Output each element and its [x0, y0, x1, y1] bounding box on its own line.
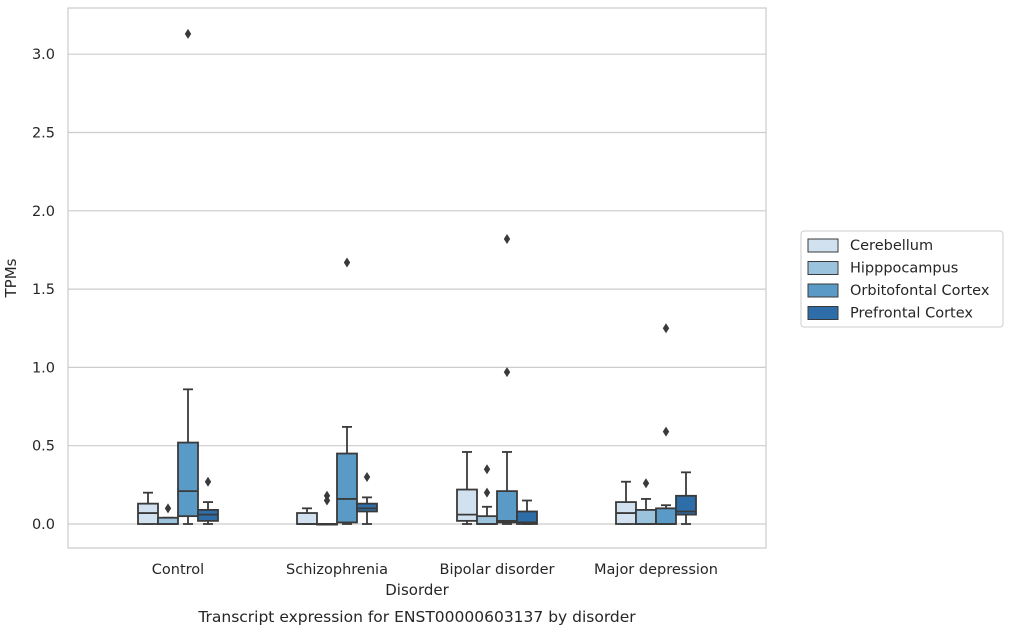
- outlier-point: [343, 257, 351, 268]
- legend-swatch: [807, 306, 839, 320]
- grid-lines: [68, 53, 766, 525]
- legend-label: Prefrontal Cortex: [850, 306, 973, 322]
- outlier-point: [184, 28, 192, 39]
- legend-swatch: [807, 261, 839, 275]
- x-tick-label: Major depression: [594, 562, 718, 578]
- box-3-0: [615, 480, 637, 525]
- outlier-point: [204, 476, 212, 487]
- boxes-group: [137, 28, 697, 526]
- plot-frame: [67, 7, 767, 549]
- y-tick-label: 2.5: [32, 126, 55, 142]
- box-0-1: [157, 503, 179, 525]
- legend-swatch: [807, 238, 839, 253]
- y-tick-label: 2.0: [32, 204, 55, 220]
- outlier-point: [164, 503, 172, 514]
- y-tick-label: 1.5: [32, 282, 55, 298]
- iqr-box: [157, 516, 179, 525]
- box-0-0: [137, 491, 159, 525]
- iqr-box: [516, 510, 538, 525]
- box-3-2: [655, 323, 677, 525]
- y-tick-label: 3.0: [32, 47, 55, 63]
- box-2-0: [456, 451, 478, 525]
- outlier-point: [483, 487, 491, 498]
- outlier-point: [363, 472, 371, 483]
- x-tick-labels: Control Schizophrenia Bipolar disorder Majo…: [152, 562, 718, 578]
- legend-label: Cerebellum: [850, 238, 933, 254]
- outlier-point: [662, 323, 670, 334]
- x-tick-label: Control: [152, 562, 204, 578]
- y-tick-label: 0.5: [32, 439, 55, 455]
- box-1-1: [316, 490, 338, 526]
- box-1-2: [336, 257, 358, 525]
- x-tick-label: Bipolar disorder: [440, 562, 555, 578]
- box-3-1: [635, 478, 657, 525]
- outlier-point: [503, 233, 511, 244]
- box-2-3: [516, 499, 538, 525]
- iqr-box: [635, 509, 657, 525]
- iqr-box: [476, 515, 498, 525]
- outlier-point: [483, 464, 491, 475]
- legend-label: Hipppocampus: [850, 261, 958, 277]
- y-axis-label: TPMs: [2, 258, 20, 298]
- y-tick-label: 1.0: [32, 360, 55, 376]
- chart-caption: Transcript expression for ENST0000060313…: [197, 608, 636, 626]
- legend: Cerebellum Hipppocampus Orbitofontal Corte…: [800, 230, 1004, 328]
- box-3-3: [675, 471, 697, 525]
- y-tick-labels: 0.0 0.5 1.0 1.5 2.0 2.5 3.0: [32, 47, 55, 533]
- legend-frame: [800, 230, 1004, 328]
- box-2-1: [476, 464, 498, 525]
- iqr-box: [675, 494, 697, 516]
- legend-swatch: [807, 283, 839, 298]
- outlier-point: [662, 426, 670, 437]
- iqr-box: [655, 507, 677, 525]
- legend-label: Orbitofontal Cortex: [850, 283, 990, 299]
- iqr-box: [496, 490, 518, 524]
- y-tick-label: 0.0: [32, 517, 55, 533]
- outlier-point: [642, 478, 650, 489]
- iqr-box: [296, 512, 318, 525]
- x-axis-label: Disorder: [385, 581, 449, 599]
- box-0-3: [197, 476, 219, 525]
- outlier-point: [323, 490, 331, 501]
- box-1-3: [356, 472, 378, 525]
- outlier-point: [503, 367, 511, 378]
- iqr-box: [456, 488, 478, 522]
- iqr-box: [177, 441, 199, 518]
- box-1-0: [296, 507, 318, 525]
- box-2-2: [496, 233, 518, 525]
- box-0-2: [177, 28, 199, 525]
- iqr-box: [336, 452, 358, 524]
- x-tick-label: Schizophrenia: [286, 562, 388, 578]
